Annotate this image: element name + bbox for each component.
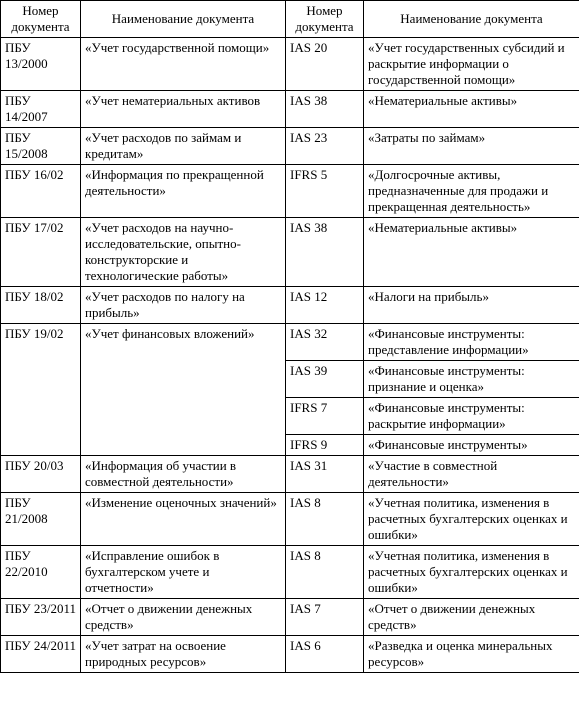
- header-row: Номер документа Наименование документа Н…: [1, 1, 579, 38]
- doc-number-ias: IAS 23: [286, 128, 364, 165]
- doc-number-ru: ПБУ 18/02: [1, 287, 81, 324]
- table-row: ПБУ 23/2011«Отчет о движении денежных ср…: [1, 599, 579, 636]
- doc-name-ias: «Учетная политика, изменения в расчетных…: [364, 493, 579, 546]
- table-body: ПБУ 13/2000«Учет государственной помощи»…: [1, 38, 579, 673]
- doc-name-ias: «Финансовые инструменты»: [364, 435, 579, 456]
- doc-name-ru: «Учет расходов по займам и кредитам»: [81, 128, 286, 165]
- doc-number-ias: IAS 39: [286, 361, 364, 398]
- doc-number-ias: IAS 6: [286, 636, 364, 673]
- doc-name-ru: «Учет расходов на научно-исследовательск…: [81, 218, 286, 287]
- doc-name-ru: «Учет расходов по налогу на прибыль»: [81, 287, 286, 324]
- doc-number-ias: IAS 8: [286, 493, 364, 546]
- comparison-table: Номер документа Наименование документа Н…: [0, 0, 579, 673]
- doc-name-ru: «Исправление ошибок в бухгалтерском учет…: [81, 546, 286, 599]
- table-row: ПБУ 20/03«Информация об участии в совмес…: [1, 456, 579, 493]
- doc-name-ias: «Нематериальные активы»: [364, 91, 579, 128]
- doc-number-ru: ПБУ 24/2011: [1, 636, 81, 673]
- doc-number-ias: IAS 7: [286, 599, 364, 636]
- doc-number-ias: IAS 20: [286, 38, 364, 91]
- doc-name-ru: «Учет затрат на освоение природных ресур…: [81, 636, 286, 673]
- doc-name-ru: «Изменение оценочных значений»: [81, 493, 286, 546]
- table-row: ПБУ 16/02«Информация по прекращенной дея…: [1, 165, 579, 218]
- doc-number-ias: IAS 31: [286, 456, 364, 493]
- doc-number-ias: IAS 32: [286, 324, 364, 361]
- doc-number-ru: ПБУ 20/03: [1, 456, 81, 493]
- doc-number-ias: IFRS 7: [286, 398, 364, 435]
- header-cell: Номер документа: [1, 1, 81, 38]
- doc-name-ru: «Учет финансовых вложений»: [81, 324, 286, 456]
- doc-number-ru: ПБУ 23/2011: [1, 599, 81, 636]
- table-row: ПБУ 24/2011«Учет затрат на освоение прир…: [1, 636, 579, 673]
- doc-number-ias: IAS 8: [286, 546, 364, 599]
- doc-name-ias: «Участие в совместной деятельности»: [364, 456, 579, 493]
- table-head: Номер документа Наименование документа Н…: [1, 1, 579, 38]
- doc-number-ru: ПБУ 13/2000: [1, 38, 81, 91]
- doc-number-ru: ПБУ 16/02: [1, 165, 81, 218]
- header-cell: Наименование документа: [81, 1, 286, 38]
- doc-name-ias: «Разведка и оценка минеральных ресурсов»: [364, 636, 579, 673]
- doc-name-ias: «Долгосрочные активы, предназначенные дл…: [364, 165, 579, 218]
- table-row: ПБУ 13/2000«Учет государственной помощи»…: [1, 38, 579, 91]
- doc-number-ru: ПБУ 22/2010: [1, 546, 81, 599]
- table-row: ПБУ 15/2008«Учет расходов по займам и кр…: [1, 128, 579, 165]
- doc-name-ru: «Отчет о движении денежных средств»: [81, 599, 286, 636]
- doc-number-ru: ПБУ 15/2008: [1, 128, 81, 165]
- doc-name-ias: «Финансовые инструменты: представление и…: [364, 324, 579, 361]
- doc-name-ias: «Учет государственных субсидий и раскрыт…: [364, 38, 579, 91]
- doc-name-ias: «Налоги на прибыль»: [364, 287, 579, 324]
- table-row: ПБУ 18/02«Учет расходов по налогу на при…: [1, 287, 579, 324]
- doc-number-ru: ПБУ 19/02: [1, 324, 81, 456]
- doc-name-ru: «Информация по прекращенной деятельности…: [81, 165, 286, 218]
- table-row: ПБУ 19/02«Учет финансовых вложений»IAS 3…: [1, 324, 579, 361]
- doc-name-ias: «Финансовые инструменты: раскрытие инфор…: [364, 398, 579, 435]
- doc-name-ru: «Информация об участии в совместной деят…: [81, 456, 286, 493]
- table-row: ПБУ 17/02«Учет расходов на научно-исслед…: [1, 218, 579, 287]
- header-cell: Наименование документа: [364, 1, 579, 38]
- doc-number-ias: IAS 12: [286, 287, 364, 324]
- doc-number-ru: ПБУ 17/02: [1, 218, 81, 287]
- doc-number-ru: ПБУ 21/2008: [1, 493, 81, 546]
- doc-name-ias: «Нематериальные активы»: [364, 218, 579, 287]
- doc-name-ias: «Затраты по займам»: [364, 128, 579, 165]
- table-row: ПБУ 14/2007«Учет нематериальных активовI…: [1, 91, 579, 128]
- doc-name-ru: «Учет нематериальных активов: [81, 91, 286, 128]
- doc-number-ias: IFRS 9: [286, 435, 364, 456]
- table-row: ПБУ 22/2010«Исправление ошибок в бухгалт…: [1, 546, 579, 599]
- doc-number-ru: ПБУ 14/2007: [1, 91, 81, 128]
- doc-name-ias: «Учетная политика, изменения в расчетных…: [364, 546, 579, 599]
- doc-name-ru: «Учет государственной помощи»: [81, 38, 286, 91]
- doc-number-ias: IFRS 5: [286, 165, 364, 218]
- doc-name-ias: «Финансовые инструменты: признание и оце…: [364, 361, 579, 398]
- doc-number-ias: IAS 38: [286, 91, 364, 128]
- table-row: ПБУ 21/2008«Изменение оценочных значений…: [1, 493, 579, 546]
- doc-number-ias: IAS 38: [286, 218, 364, 287]
- header-cell: Номер документа: [286, 1, 364, 38]
- doc-name-ias: «Отчет о движении денежных средств»: [364, 599, 579, 636]
